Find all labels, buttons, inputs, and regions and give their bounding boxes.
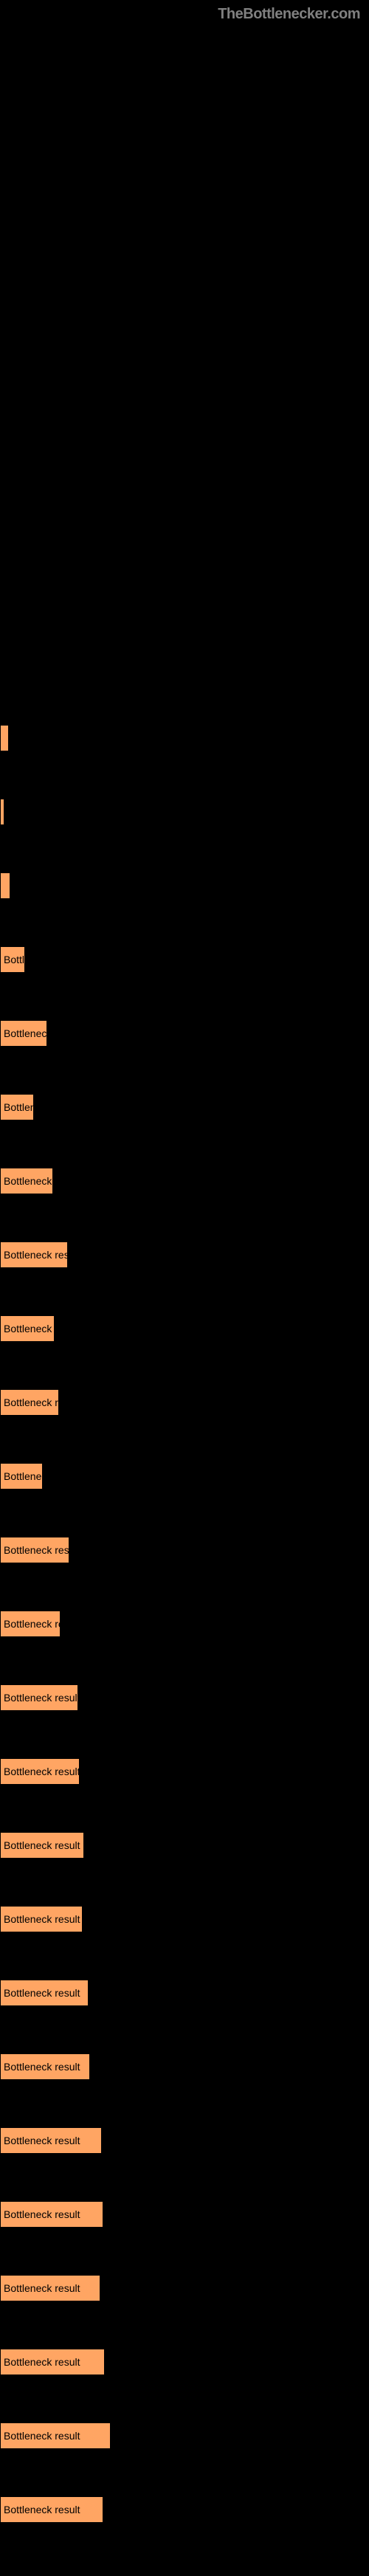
bar-row: Bottleneck resu <box>0 1218 369 1292</box>
bar-row: Bottleneck result <box>0 2251 369 2325</box>
bar: Bottlenec <box>0 1463 43 1490</box>
bar-row: Bottlen <box>0 1070 369 1144</box>
bar-row: Bottleneck r <box>0 1292 369 1366</box>
bar-row: Bottleneck <box>0 996 369 1070</box>
bar: Bottleneck resu <box>0 1537 69 1563</box>
bar: Bottleneck result <box>0 1758 80 1785</box>
bar-row: Bottleneck result <box>0 1735 369 1808</box>
bar-row: Bottleneck result <box>0 1882 369 1956</box>
bar: Bottleneck result <box>0 1684 78 1711</box>
bar-row <box>0 701 369 775</box>
bar: Bottleneck result <box>0 2201 103 2228</box>
bar-row: Bottleneck re <box>0 1587 369 1661</box>
bar-row: Bottleneck r <box>0 1144 369 1218</box>
bar-row: Bottle <box>0 923 369 996</box>
bar: Bottleneck r <box>0 1315 55 1342</box>
bar: Bottleneck result <box>0 1906 83 1932</box>
bar-row <box>0 849 369 923</box>
bar-row: Bottlenec <box>0 1439 369 1513</box>
bar: Bottleneck resu <box>0 1241 68 1268</box>
bar: Bottleneck result <box>0 2127 102 2154</box>
bar-row: Bottleneck result <box>0 2177 369 2251</box>
bar-row: Bottleneck re <box>0 1366 369 1439</box>
bar <box>0 799 4 825</box>
bar-row: Bottleneck result <box>0 2473 369 2546</box>
bar-row: Bottleneck result <box>0 2104 369 2177</box>
bar <box>0 725 9 751</box>
bar-row: Bottleneck result <box>0 1808 369 1882</box>
bar <box>0 872 10 899</box>
bar: Bottleneck result <box>0 1832 84 1859</box>
bar-row: Bottleneck resu <box>0 1513 369 1587</box>
bar: Bottleneck result <box>0 2349 105 2375</box>
bar: Bottleneck re <box>0 1389 59 1416</box>
bar: Bottleneck result <box>0 2053 90 2080</box>
bar-chart: Bottle Bottleneck Bottlen Bottleneck r Bottl… <box>0 0 369 2576</box>
bar-row <box>0 775 369 849</box>
bar-row: Bottleneck result <box>0 2325 369 2399</box>
bar: Bottlen <box>0 1094 34 1120</box>
bar-row: Bottleneck result <box>0 1956 369 2030</box>
bar-row: Bottleneck result <box>0 2030 369 2104</box>
bar: Bottleneck <box>0 1020 47 1047</box>
bar-row: Bottleneck result <box>0 2399 369 2473</box>
bar: Bottleneck re <box>0 1611 61 1637</box>
bar: Bottleneck result <box>0 2275 100 2301</box>
bar: Bottleneck result <box>0 2422 111 2449</box>
bar: Bottleneck result <box>0 1980 89 2006</box>
bar: Bottleneck r <box>0 1168 53 1194</box>
bar: Bottleneck result <box>0 2496 103 2523</box>
bar-row: Bottleneck result <box>0 1661 369 1735</box>
bar: Bottle <box>0 946 25 973</box>
